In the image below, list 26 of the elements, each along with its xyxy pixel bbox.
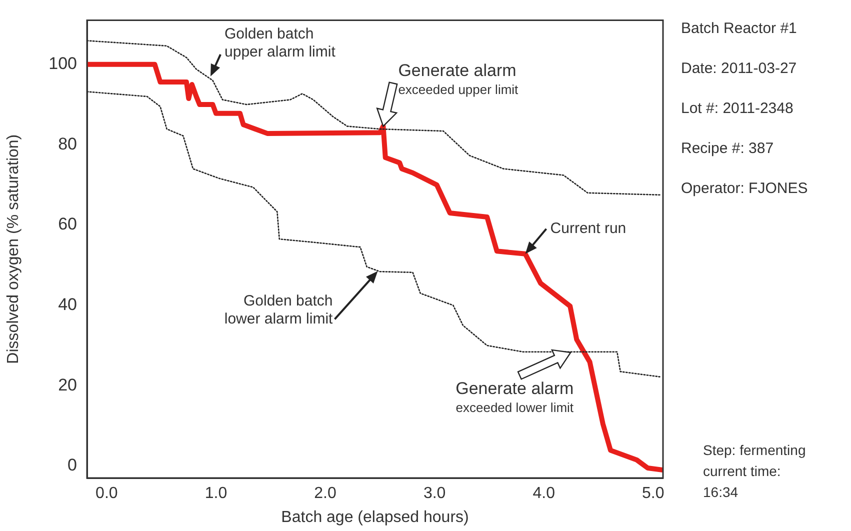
y-tick-label: 60: [58, 214, 77, 234]
annotation: Golden batch upper alarm limit: [224, 26, 336, 61]
annotation: Golden batch lower alarm limit: [224, 292, 334, 328]
x-tick-label: 2.0: [314, 485, 336, 502]
text: Step: fermenting current time: 16:34: [703, 441, 806, 502]
annotation: Generate alarm exceeded lower limit: [456, 379, 574, 416]
y-tick-label: 100: [48, 54, 77, 74]
x-tick-label: 0.0: [96, 485, 118, 502]
y-axis-title: Dissolved oxygen (% saturation): [5, 134, 22, 364]
annotation: Current run: [550, 220, 626, 238]
x-tick-label: 5.0: [642, 485, 664, 502]
annotation: Generate alarm exceeded upper limit: [398, 60, 519, 97]
text: Recipe #: 387: [681, 140, 774, 157]
y-tick-label: 40: [58, 295, 77, 314]
x-tick-label: 1.0: [204, 485, 228, 502]
x-axis-title: Batch age (elapsed hours): [281, 508, 469, 526]
x-tick-label: 3.0: [423, 485, 446, 502]
line-series: [87, 40, 660, 196]
text: Batch Reactor #1: [681, 20, 797, 37]
x-tick-label: 4.0: [532, 485, 556, 502]
text: Lot #: 2011-2348: [681, 100, 794, 117]
y-tick-label: 0: [68, 456, 77, 475]
text: Date: 2011-03-27: [681, 60, 797, 77]
y-tick-label: 80: [58, 134, 77, 154]
text: Operator: FJONES: [681, 180, 808, 197]
y-tick-label: 20: [58, 375, 77, 394]
